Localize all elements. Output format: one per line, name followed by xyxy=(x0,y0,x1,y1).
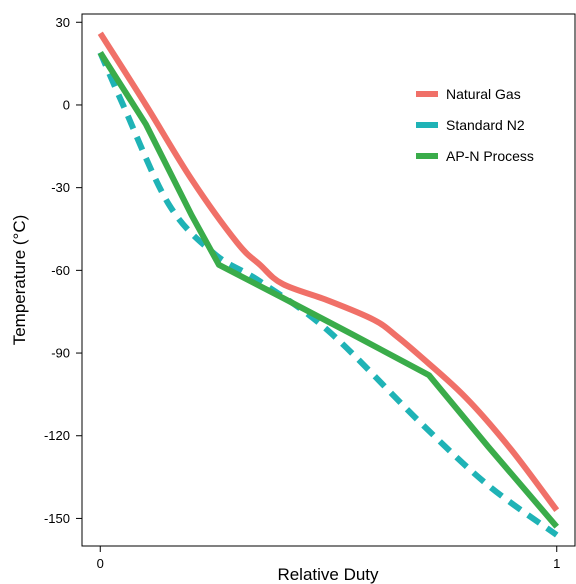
y-axis-title: Temperature (°C) xyxy=(10,215,29,346)
x-axis-title: Relative Duty xyxy=(277,565,379,584)
y-tick-label: -120 xyxy=(44,428,70,443)
y-tick-label: 30 xyxy=(56,15,70,30)
legend: Natural Gas Standard N2 AP-N Process xyxy=(416,86,534,164)
series-line-natural-gas xyxy=(97,31,560,513)
legend-label: AP-N Process xyxy=(446,148,534,164)
y-tick-label: -90 xyxy=(51,346,70,361)
y-tick-label: 0 xyxy=(63,97,70,112)
x-tick-label: 0 xyxy=(97,556,104,571)
y-tick-label: -30 xyxy=(51,180,70,195)
y-axis-ticks: 30 0 -30 -60 -90 -120 -150 xyxy=(44,15,82,526)
legend-label: Standard N2 xyxy=(446,117,525,133)
x-tick-label: 1 xyxy=(553,556,560,571)
series-line-ap-n-process xyxy=(97,50,559,529)
series-lines xyxy=(97,31,560,538)
y-tick-label: -150 xyxy=(44,511,70,526)
legend-label: Natural Gas xyxy=(446,86,521,102)
plot-frame xyxy=(81,13,576,547)
y-tick-label: -60 xyxy=(51,263,70,278)
